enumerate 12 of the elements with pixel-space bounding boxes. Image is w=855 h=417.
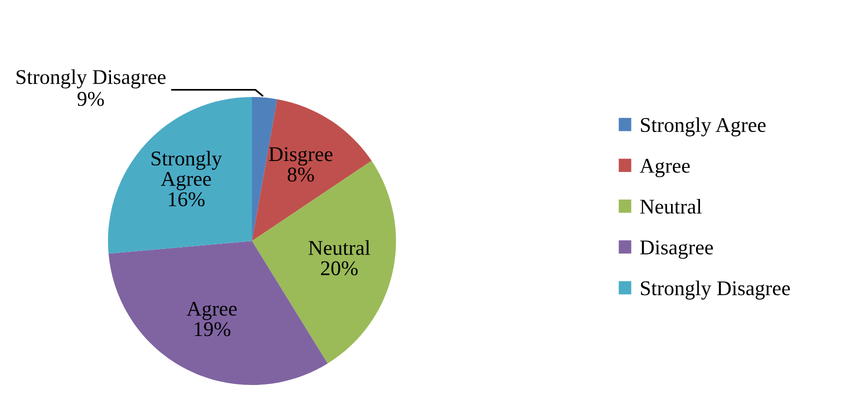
data-label: Strongly Disagree 9% (16, 69, 166, 106)
legend-label: Agree (640, 158, 690, 178)
data-label: Agree 19% (186, 302, 237, 336)
data-label: Strongly Agree 16% (152, 150, 222, 206)
pie-slice (108, 97, 252, 254)
legend-label: Disagree (640, 240, 713, 259)
legend-label: Strongly Agree (640, 117, 766, 136)
pie-slice (252, 99, 372, 241)
legend-label: Strongly Disagree (640, 280, 790, 300)
data-label: Neutral 20% (308, 240, 370, 276)
legend-label: Neutral (640, 199, 702, 214)
data-label: Disgree 8% (268, 147, 332, 182)
